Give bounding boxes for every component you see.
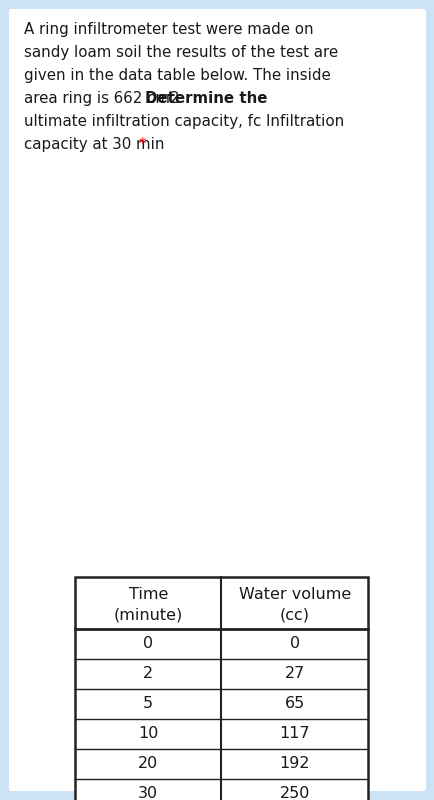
Text: area ring is 662 cm2: area ring is 662 cm2 (24, 91, 179, 106)
Text: 250: 250 (279, 786, 309, 800)
Text: 20: 20 (138, 757, 158, 771)
Text: (cc): (cc) (279, 607, 309, 622)
Text: 117: 117 (279, 726, 309, 742)
Text: 0: 0 (143, 637, 153, 651)
Text: Determine the: Determine the (145, 91, 267, 106)
Text: 27: 27 (284, 666, 304, 682)
Text: (minute): (minute) (113, 607, 182, 622)
Text: *: * (138, 137, 146, 152)
Text: 192: 192 (279, 757, 309, 771)
Text: 5: 5 (143, 697, 153, 711)
Text: 10: 10 (138, 726, 158, 742)
Text: 0: 0 (289, 637, 299, 651)
Text: Time: Time (128, 587, 168, 602)
Text: 65: 65 (284, 697, 304, 711)
Text: sandy loam soil the results of the test are: sandy loam soil the results of the test … (24, 45, 337, 60)
Text: Water volume: Water volume (238, 587, 350, 602)
Text: given in the data table below. The inside: given in the data table below. The insid… (24, 68, 330, 83)
FancyBboxPatch shape (9, 9, 425, 791)
Bar (75, 577, 367, 800)
Text: capacity at 30 min: capacity at 30 min (24, 137, 169, 152)
Text: 2: 2 (143, 666, 153, 682)
Text: 30: 30 (138, 786, 158, 800)
Text: ultimate infiltration capacity, fc Infiltration: ultimate infiltration capacity, fc Infil… (24, 114, 343, 129)
Text: A ring infiltrometer test were made on: A ring infiltrometer test were made on (24, 22, 313, 37)
